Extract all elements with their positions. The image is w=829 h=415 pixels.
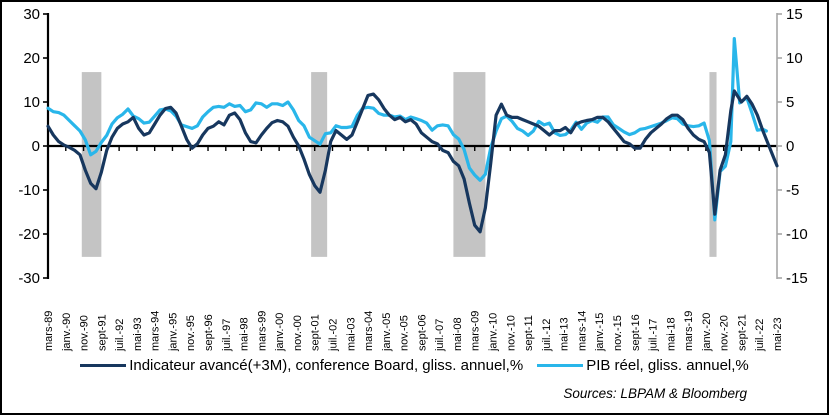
x-axis-label: sept-01 [310, 314, 322, 351]
recession-band [81, 72, 102, 257]
left-axis-label: -30 [18, 270, 40, 287]
chart-legend: Indicateur avancé(+3M), conference Board… [2, 357, 827, 374]
x-axis-label: juil.-97 [221, 319, 233, 352]
left-axis-label: -20 [18, 226, 40, 243]
x-axis-label: janv.-05 [381, 313, 393, 352]
x-axis-label: juil.-07 [434, 319, 446, 352]
x-axis-label: mai-13 [559, 317, 571, 351]
left-axis-label: 10 [23, 94, 40, 111]
right-axis-label: 15 [786, 6, 803, 23]
right-axis-label: 5 [786, 94, 794, 111]
navy-line-swatch [80, 363, 127, 368]
x-axis-label: mai-03 [345, 317, 357, 351]
cyan-line-swatch [537, 363, 584, 368]
legend-item-pib: PIB réel, gliss. annuel,% [537, 357, 749, 374]
dual-axis-line-chart: mars-89 janv.-90 nov.-90 sept-91 juil.-92 mai… [18, 6, 808, 352]
x-axis-label: nov.-00 [292, 315, 304, 351]
x-axis-label: janv.-10 [488, 313, 500, 352]
x-axis-label: sept-96 [203, 314, 215, 351]
indicateur-avance-line [46, 89, 779, 234]
x-axis-label: mai-08 [452, 317, 464, 351]
x-axis-label: janv.-90 [61, 313, 73, 352]
sources-note: Sources: LBPAM & Bloomberg [563, 386, 747, 401]
x-axis-label: juil.-12 [541, 319, 553, 352]
x-axis-label: sept-11 [523, 315, 535, 351]
recession-band [709, 72, 717, 257]
x-axis-label: janv.-00 [274, 313, 286, 352]
x-axis-label: nov.-10 [505, 315, 517, 351]
x-axis-label: sept-06 [416, 314, 428, 351]
x-axis-label: mars-99 [256, 311, 268, 351]
x-axis-label: nov.-05 [399, 315, 411, 351]
recession-band [311, 72, 328, 257]
legend-label-indicateur: Indicateur avancé(+3M), conference Board… [129, 357, 524, 374]
x-axis-label: mai-93 [132, 317, 144, 351]
x-axis-label: janv.-20 [701, 313, 713, 352]
x-axis-label: mai-98 [239, 317, 251, 351]
right-axis-label: -15 [786, 270, 808, 287]
x-axis-label: juil.-02 [327, 319, 339, 352]
x-axis-label: juil.-17 [648, 319, 660, 352]
x-axis-label: nov.-95 [185, 315, 197, 351]
x-axis-label: juil.-22 [754, 319, 766, 352]
x-axis-label: nov.-20 [719, 315, 731, 351]
x-axis-label: sept-16 [630, 314, 642, 351]
x-axis-label: janv.-95 [167, 313, 179, 352]
right-axis-label: -5 [786, 182, 799, 199]
right-axis-label: 0 [786, 138, 794, 155]
x-axis-label: mars-14 [576, 311, 588, 351]
left-axis-label: 20 [23, 50, 40, 67]
right-axis-label: -10 [786, 226, 808, 243]
left-axis-label: 0 [32, 138, 40, 155]
legend-label-pib: PIB réel, gliss. annuel,% [586, 357, 749, 374]
x-axis-label: mars-19 [683, 311, 695, 351]
x-axis-label: sept-21 [736, 314, 748, 351]
x-axis-label: sept-91 [96, 314, 108, 351]
legend-item-indicateur: Indicateur avancé(+3M), conference Board… [80, 357, 523, 374]
x-axis-label: mars-89 [43, 311, 55, 351]
x-axis-label: mars-04 [363, 311, 375, 351]
pib-reel-line [46, 36, 768, 222]
x-axis-label: juil.-92 [114, 319, 126, 352]
left-axis-label: -10 [18, 182, 40, 199]
x-axis-label: mai-18 [665, 317, 677, 351]
x-axis-label: nov.-15 [612, 315, 624, 351]
x-axis-label: mai-23 [772, 317, 784, 351]
left-axis-label: 30 [23, 6, 40, 23]
right-axis-label: 10 [786, 50, 803, 67]
x-axis-label: mars-94 [150, 311, 162, 351]
x-axis-label: mars-09 [470, 311, 482, 351]
x-axis-label: janv.-15 [594, 313, 606, 352]
x-axis-label: nov.-90 [79, 315, 91, 351]
